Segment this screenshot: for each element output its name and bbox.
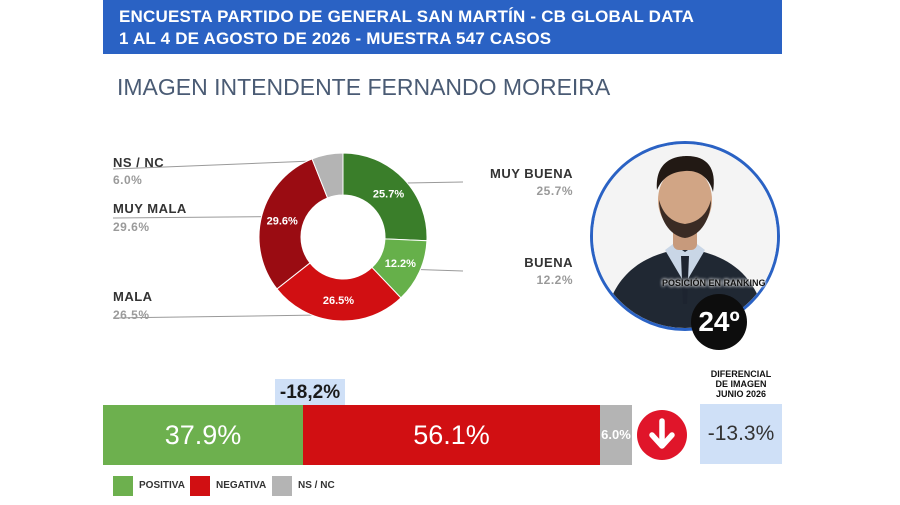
donut-slice-nsnc [311,152,344,199]
header-line-1: ENCUESTA PARTIDO DE GENERAL SAN MARTÍN -… [119,7,695,26]
header-banner: ENCUESTA PARTIDO DE GENERAL SAN MARTÍN -… [103,0,782,54]
ranking-label: POSICIÓN EN RANKING [662,278,766,288]
legend-swatch-negativa [190,476,210,496]
slice-label-muy-buena: 25.7% [373,188,404,200]
leader-line-muy-mala [112,216,268,219]
legend-muy-buena-value: 25.7% [536,184,573,198]
ranking-badge: 24º [691,294,747,350]
diferencial-title-line-3: JUNIO 2026 [715,389,767,399]
slice-labels: 25.7% 12.2% 26.5% 29.6% [267,188,417,306]
diferencial-title-line-2: DE IMAGEN [715,379,767,389]
donut-chart: 25.7% 12.2% 26.5% 29.6% [112,152,464,322]
donut-slice-mala [276,262,402,322]
infographic: ENCUESTA PARTIDO DE GENERAL SAN MARTÍN -… [103,0,782,505]
leader-line-buena [413,268,464,272]
legend-muy-mala-name: MUY MALA [113,201,187,216]
slice-label-buena: 12.2% [385,258,416,270]
leader-lines [112,159,464,319]
donut-slice-muy-mala [258,158,329,290]
difference-badge: -18,2% [275,379,345,407]
bar-segment-nsnc: 6.0% [600,405,632,465]
diferencial-value: -13.3% [700,404,782,464]
legend-nsnc-name: NS / NC [113,155,165,170]
slice-label-muy-mala: 29.6% [267,216,298,228]
donut-slice-muy-buena [342,152,428,242]
legend-label-nsnc: NS / NC [298,480,335,491]
legend-swatch-positiva [113,476,133,496]
legend-buena-name: BUENA [524,255,573,270]
slice-label-mala: 26.5% [323,295,354,307]
page-title: IMAGEN INTENDENTE FERNANDO MOREIRA [117,74,611,100]
header-line-2: 1 AL 4 DE AGOSTO DE 2026 - MUESTRA 547 C… [119,29,552,48]
diferencial-title-line-1: DIFERENCIAL [710,369,772,379]
leader-line-nsnc [112,159,329,170]
arrow-down-icon [637,410,687,460]
bar-segment-positiva: 37.9% [103,405,303,465]
legend-label-negativa: NEGATIVA [216,480,267,491]
legend-label-positiva: POSITIVA [139,480,185,491]
donut-slices [258,152,428,322]
legend-mala-value: 26.5% [113,308,150,322]
legend-buena-value: 12.2% [536,273,573,287]
diferencial-title: DIFERENCIAL DE IMAGEN JUNIO 2026 [699,369,782,399]
leader-line-mala [112,314,338,319]
legend-muy-buena-name: MUY BUENA [490,166,573,181]
legend-muy-mala-value: 29.6% [113,220,150,234]
legend-nsnc-value: 6.0% [113,173,143,187]
bar-segment-negativa: 56.1% [303,405,600,465]
stacked-bar: 37.9% 56.1% 6.0% [103,405,632,465]
legend-swatch-nsnc [272,476,292,496]
legend-mala-name: MALA [113,289,153,304]
portrait-image [593,144,777,328]
leader-line-muy-buena [399,181,464,184]
mayor-photo [590,141,780,331]
